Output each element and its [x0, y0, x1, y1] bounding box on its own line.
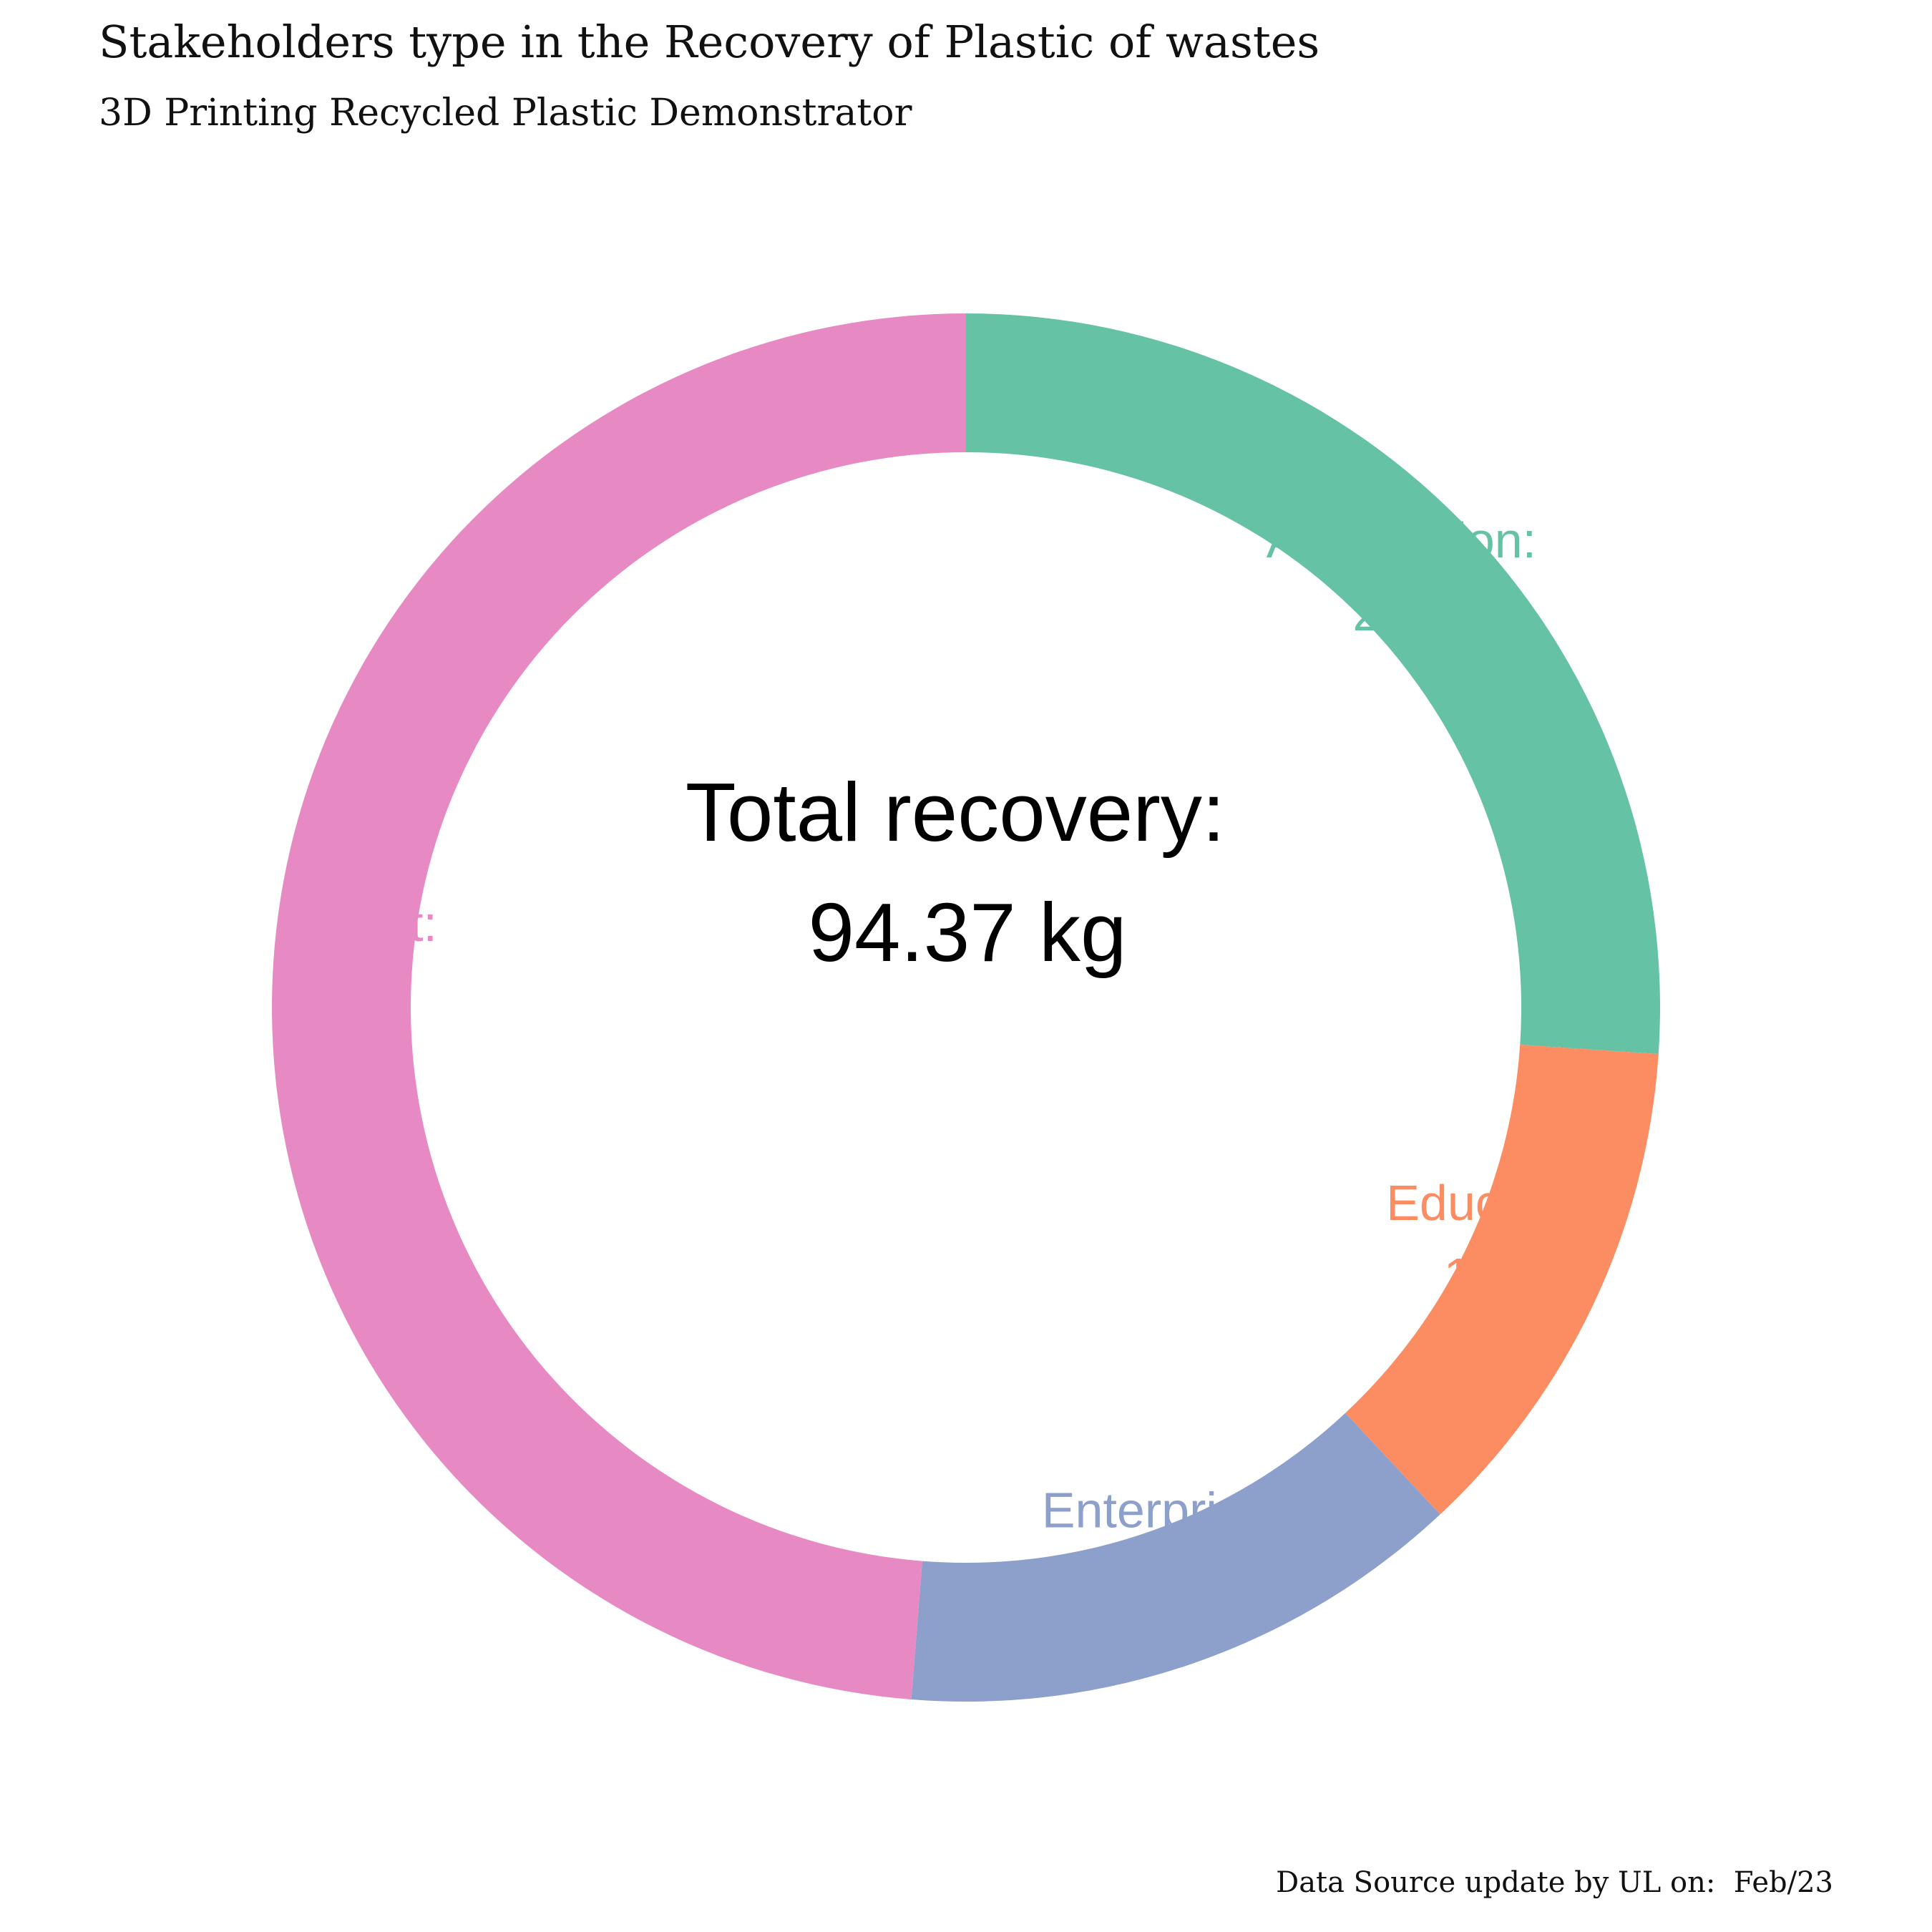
slice-labels: Association: 24.6 Education: 11.29 Enterpris… — [303, 512, 1623, 1611]
chart-title: Stakeholders type in the Recovery of Pla… — [99, 16, 1320, 68]
donut-slice-association — [966, 313, 1660, 1055]
donut-slice-education — [1345, 1045, 1659, 1515]
slice-label-education: Education: — [1386, 1175, 1623, 1231]
slice-value-sport: 46 — [343, 969, 399, 1025]
slice-label-enterprise: Enterprise: — [1042, 1482, 1284, 1538]
slice-value-association: 24.6 — [1352, 585, 1450, 641]
data-source-caption: Data Source update by UL on: Feb/23 — [1276, 1866, 1833, 1899]
slice-label-sport: Sport: — [303, 896, 437, 952]
slice-value-enterprise: 12.48 — [1101, 1555, 1226, 1611]
slice-label-association: Association: — [1267, 512, 1536, 568]
donut-slice-enterprise — [911, 1413, 1440, 1702]
chart-subtitle: 3D Printing Recycled Plastic Demonstrato… — [99, 92, 912, 135]
donut-slices — [272, 313, 1660, 1702]
donut-slice-sport — [272, 313, 967, 1699]
center-label-line2: 94.37 kg — [808, 886, 1126, 979]
slice-value-education: 11.29 — [1444, 1248, 1566, 1304]
center-label-line1: Total recovery: — [686, 766, 1225, 859]
